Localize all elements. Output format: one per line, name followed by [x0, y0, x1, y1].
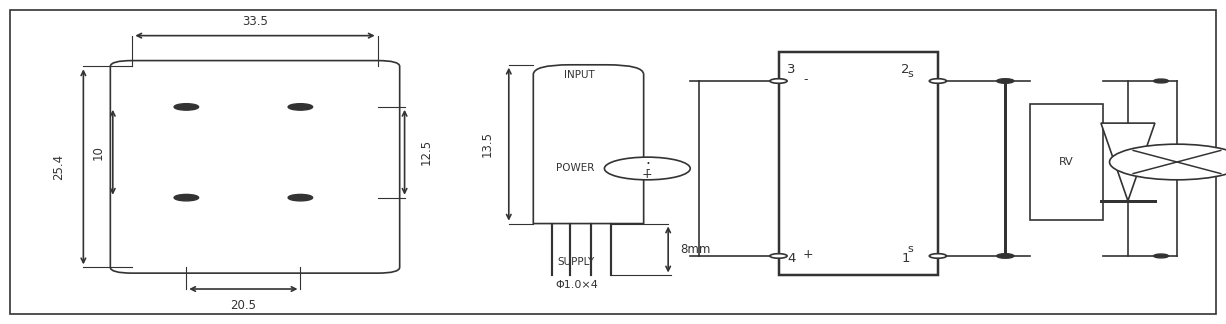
Text: Φ1.0×4: Φ1.0×4 [555, 280, 598, 290]
Text: 20.5: 20.5 [230, 299, 256, 312]
Text: -: - [645, 163, 650, 176]
Text: 33.5: 33.5 [242, 15, 268, 28]
Text: s: s [907, 244, 913, 254]
Text: 1: 1 [901, 252, 910, 265]
Circle shape [1110, 144, 1226, 180]
Circle shape [770, 79, 787, 83]
Text: -: - [803, 74, 808, 87]
Text: +: + [642, 168, 652, 181]
Circle shape [174, 194, 199, 201]
Text: 4: 4 [787, 252, 796, 265]
Bar [779, 52, 938, 275]
PathPatch shape [533, 65, 644, 224]
Circle shape [997, 79, 1014, 83]
Polygon shape [1101, 123, 1155, 201]
Text: ·: · [645, 157, 650, 172]
Circle shape [997, 254, 1014, 258]
Circle shape [1154, 79, 1168, 83]
Text: 12.5: 12.5 [419, 139, 433, 165]
Circle shape [288, 194, 313, 201]
Text: INPUT: INPUT [564, 70, 595, 79]
Circle shape [174, 104, 199, 110]
Text: 3: 3 [787, 63, 796, 76]
Circle shape [929, 254, 946, 258]
Text: SUPPLY: SUPPLY [558, 257, 595, 267]
Circle shape [929, 79, 946, 83]
Text: 25.4: 25.4 [53, 154, 65, 180]
Text: 13.5: 13.5 [481, 131, 494, 157]
Bar [1030, 104, 1103, 220]
Circle shape [288, 104, 313, 110]
Text: s: s [907, 69, 913, 79]
Text: +: + [803, 249, 814, 261]
Text: POWER: POWER [557, 164, 595, 173]
Circle shape [604, 157, 690, 180]
FancyBboxPatch shape [110, 61, 400, 273]
Text: RV: RV [1059, 157, 1074, 167]
Circle shape [1154, 254, 1168, 258]
Text: 8mm: 8mm [680, 243, 711, 256]
Circle shape [770, 254, 787, 258]
Text: 2: 2 [901, 63, 910, 76]
Text: 10: 10 [92, 145, 104, 160]
